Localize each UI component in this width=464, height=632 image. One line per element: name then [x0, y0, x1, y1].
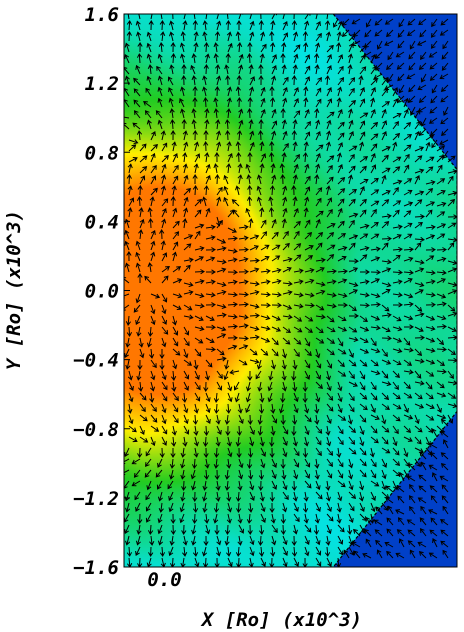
shock-boundary-line [332, 14, 457, 567]
y-tick-label: −1.6 [73, 557, 119, 579]
y-tick-label: −1.2 [73, 488, 119, 510]
x-tick-label: 0.0 [147, 569, 181, 591]
y-tick-label: −0.4 [73, 350, 119, 372]
y-tick-label: 0.0 [85, 281, 119, 303]
y-tick-label: 1.6 [85, 4, 119, 26]
y-axis-ticks: 1.6 1.2 0.8 0.4 0.0 −0.4 −0.8 −1.2 −1.6 [73, 4, 130, 579]
velocity-vector-field [124, 14, 457, 567]
y-tick-label: 1.2 [85, 73, 119, 95]
plot-area [124, 14, 457, 567]
x-axis-ticks: 0.0 [147, 569, 181, 591]
y-tick-label: 0.4 [85, 211, 119, 233]
y-tick-label: −0.8 [73, 419, 119, 441]
x-axis-label: X [Ro] (x10^3) [200, 609, 362, 631]
y-axis-label: Y [Ro] (x10^3) [3, 210, 25, 370]
vector-arrows [124, 14, 457, 567]
y-tick-label: 0.8 [85, 142, 119, 164]
